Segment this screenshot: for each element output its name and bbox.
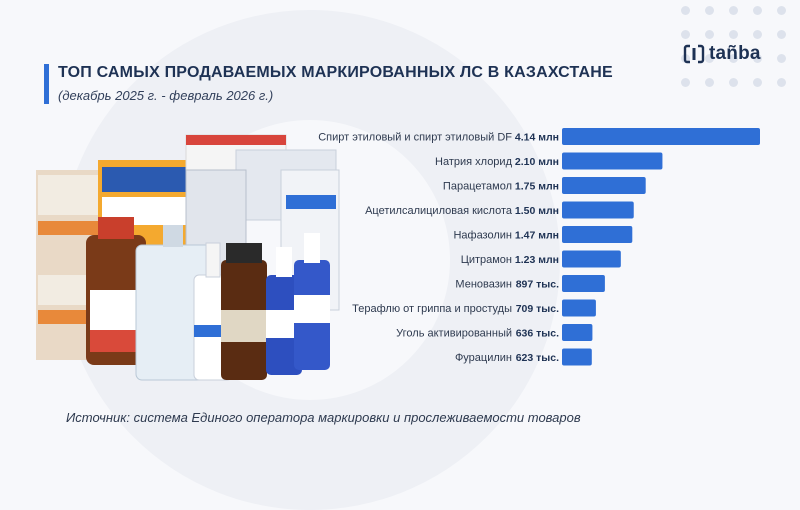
- decorative-dot: [681, 78, 690, 87]
- logo-text: tañba: [709, 43, 761, 64]
- decorative-dot: [681, 30, 690, 39]
- decorative-dot: [753, 30, 762, 39]
- decorative-dot: [729, 30, 738, 39]
- category-label: Спирт этиловый и спирт этиловый DF: [318, 132, 512, 144]
- value-label: 1.50 млн: [515, 205, 559, 217]
- decorative-dot: [681, 6, 690, 15]
- decorative-dot: [729, 6, 738, 15]
- medicine-products-image: [36, 134, 340, 381]
- value-label: 1.47 млн: [515, 230, 559, 242]
- decorative-dot: [705, 54, 714, 63]
- decorative-dot: [705, 6, 714, 15]
- bar: [562, 299, 596, 317]
- bar: [562, 177, 646, 194]
- decorative-dot: [777, 78, 786, 87]
- bar: [562, 348, 592, 366]
- value-label: 636 тыс.: [516, 328, 559, 340]
- bar: [562, 201, 634, 219]
- page-subtitle: (декабрь 2025 г. - февраль 2026 г.): [58, 88, 274, 103]
- category-label: Нафазолин: [453, 230, 512, 242]
- decorative-dot: [753, 6, 762, 15]
- decorative-dot: [705, 78, 714, 87]
- category-label: Цитрамон: [461, 254, 512, 266]
- category-label: Ацетилсалициловая кислота: [365, 205, 513, 217]
- category-label: Терафлю от гриппа и простуды: [352, 303, 512, 315]
- category-label: Меновазин: [455, 279, 512, 291]
- decorative-dot: [705, 30, 714, 39]
- bar: [562, 275, 605, 292]
- tanba-logo-icon: [683, 44, 705, 64]
- bar: [562, 128, 760, 145]
- tanba-logo: tañba: [683, 43, 761, 65]
- value-label: 1.23 млн: [515, 254, 559, 266]
- category-label: Фурацилин: [455, 352, 512, 364]
- decorative-dot: [777, 6, 786, 15]
- value-label: 897 тыс.: [516, 279, 559, 291]
- category-label: Уголь активированный: [396, 328, 512, 340]
- category-label: Парацетамол: [443, 181, 512, 193]
- bar: [562, 152, 663, 170]
- bar: [562, 226, 633, 243]
- source-note: Источник: система Единого оператора марк…: [66, 410, 581, 425]
- value-label: 4.14 млн: [515, 132, 559, 144]
- value-label: 709 тыс.: [516, 303, 559, 315]
- title-accent-bar: [44, 64, 49, 104]
- bar: [562, 324, 593, 341]
- decorative-dot: [777, 30, 786, 39]
- category-label: Натрия хлорид: [435, 156, 513, 168]
- bar: [562, 250, 621, 268]
- decorative-dot: [753, 78, 762, 87]
- value-label: 2.10 млн: [515, 156, 559, 168]
- decorative-dot: [729, 54, 738, 63]
- decorative-dot: [753, 54, 762, 63]
- decorative-dot: [729, 78, 738, 87]
- value-label: 623 тыс.: [516, 352, 559, 364]
- decorative-dot: [777, 54, 786, 63]
- value-label: 1.75 млн: [515, 181, 559, 193]
- page-title: ТОП САМЫХ ПРОДАВАЕМЫХ МАРКИРОВАННЫХ ЛС В…: [58, 64, 613, 81]
